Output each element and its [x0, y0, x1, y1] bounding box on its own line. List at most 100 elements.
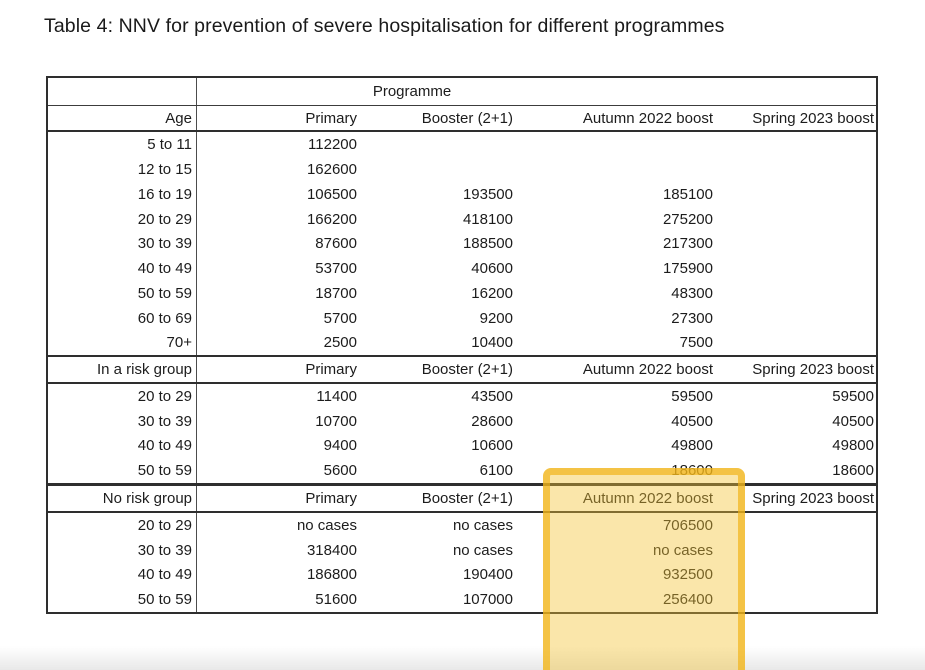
column-header: Spring 2023 boost	[752, 109, 874, 127]
table-row: 40 to 49 186800 190400 932500	[48, 562, 876, 588]
table-row: 50 to 59 51600 107000 256400	[48, 587, 876, 612]
cell: 53700	[315, 260, 357, 278]
cell: 166200	[306, 210, 357, 228]
table-row: 5 to 11 112200	[48, 132, 876, 158]
cell: 59500	[832, 387, 874, 405]
cell: 706500	[662, 516, 713, 534]
row-label: 5 to 11	[48, 132, 197, 158]
row-label: 12 to 15	[48, 157, 197, 182]
cell: 275200	[662, 210, 713, 228]
cell: 5700	[323, 309, 357, 327]
cell: 318400	[306, 541, 357, 559]
cell: 162600	[306, 161, 357, 179]
table-row: 50 to 59 18700 16200 48300	[48, 281, 876, 306]
bottom-shade	[0, 646, 925, 670]
cell	[716, 562, 876, 587]
cell	[716, 306, 876, 331]
table-row: 20 to 29 no cases no cases 706500	[48, 512, 876, 538]
column-header: Primary	[305, 490, 357, 508]
row-label: 30 to 39	[48, 231, 197, 257]
section-label: Age	[48, 105, 197, 131]
cell	[360, 132, 516, 157]
section-header-row: In a risk group Primary Booster (2+1) Autum…	[48, 357, 876, 385]
cell	[716, 538, 876, 563]
column-header: Autumn 2022 boost	[582, 361, 713, 379]
column-header: Booster (2+1)	[421, 490, 513, 508]
column-header: Primary	[305, 361, 357, 379]
table-row: 16 to 19 106500 193500 185100	[48, 181, 876, 207]
table-row: 12 to 15 162600	[48, 157, 876, 182]
cell: 40500	[832, 412, 874, 430]
cell	[716, 281, 876, 306]
programme-header: Programme	[372, 82, 452, 100]
row-label: 40 to 49	[48, 562, 197, 588]
cell	[716, 256, 876, 281]
cell: 217300	[662, 235, 713, 253]
row-label: 16 to 19	[48, 181, 197, 207]
cell	[716, 587, 876, 612]
row-label: 20 to 29	[48, 512, 197, 538]
section-header-row: Age Primary Booster (2+1) Autumn 2022 boost…	[48, 105, 876, 133]
programme-header-row: Programme	[48, 78, 876, 106]
cell: 27300	[671, 309, 713, 327]
empty-corner-cell	[48, 78, 197, 105]
cell: 107000	[462, 591, 513, 609]
section-label: In a risk group	[48, 357, 197, 383]
column-header: Primary	[305, 109, 357, 127]
cell: 112200	[308, 136, 357, 154]
cell: 28600	[471, 412, 513, 430]
cell: no cases	[652, 541, 713, 559]
cell	[716, 331, 876, 356]
cell: 106500	[306, 185, 357, 203]
row-label: 30 to 39	[48, 537, 197, 563]
cell: 18600	[832, 462, 874, 480]
nnv-table: Programme Age Primary Booster (2+1) Autumn …	[46, 76, 878, 614]
row-label: 50 to 59	[48, 281, 197, 306]
cell: 16200	[471, 284, 513, 302]
cell: no cases	[452, 516, 513, 534]
cell: 2500	[323, 334, 357, 352]
cell: 18600	[671, 462, 713, 480]
cell: 188500	[462, 235, 513, 253]
table-row: 50 to 59 5600 6100 18600 18600	[48, 458, 876, 487]
row-label: 50 to 59	[48, 458, 197, 484]
cell: 186800	[306, 566, 357, 584]
cell	[716, 231, 876, 256]
row-label: 40 to 49	[48, 433, 197, 459]
cell: 7500	[679, 334, 713, 352]
cell: 51600	[315, 591, 357, 609]
cell	[716, 182, 876, 207]
column-header: Spring 2023 boost	[752, 490, 874, 508]
cell	[516, 132, 716, 157]
cell: 48300	[671, 284, 713, 302]
column-header: Spring 2023 boost	[752, 361, 874, 379]
cell: 256400	[662, 591, 713, 609]
cell: 418100	[462, 210, 513, 228]
cell: 43500	[471, 387, 513, 405]
table-row: 20 to 29 11400 43500 59500 59500	[48, 384, 876, 409]
column-header: Booster (2+1)	[421, 109, 513, 127]
row-label: 40 to 49	[48, 256, 197, 282]
cell: no cases	[296, 516, 357, 534]
cell: 9200	[479, 309, 513, 327]
cell: 5600	[323, 462, 357, 480]
row-label: 50 to 59	[48, 587, 197, 612]
column-header: Autumn 2022 boost	[582, 490, 713, 508]
cell: 11400	[316, 387, 357, 405]
cell: 193500	[462, 185, 513, 203]
cell: 49800	[832, 437, 874, 455]
cell	[716, 207, 876, 232]
cell	[360, 157, 516, 182]
cell: 10600	[471, 437, 513, 455]
row-label: 60 to 69	[48, 305, 197, 331]
cell	[716, 513, 876, 538]
page-title: Table 4: NNV for prevention of severe ho…	[44, 15, 725, 37]
cell	[716, 157, 876, 182]
table-row: 30 to 39 87600 188500 217300	[48, 231, 876, 257]
cell: 932500	[662, 566, 713, 584]
table-row: 30 to 39 10700 28600 40500 40500	[48, 408, 876, 434]
section-label: No risk group	[48, 486, 197, 511]
cell: 18700	[315, 284, 357, 302]
cell: 87600	[315, 235, 357, 253]
